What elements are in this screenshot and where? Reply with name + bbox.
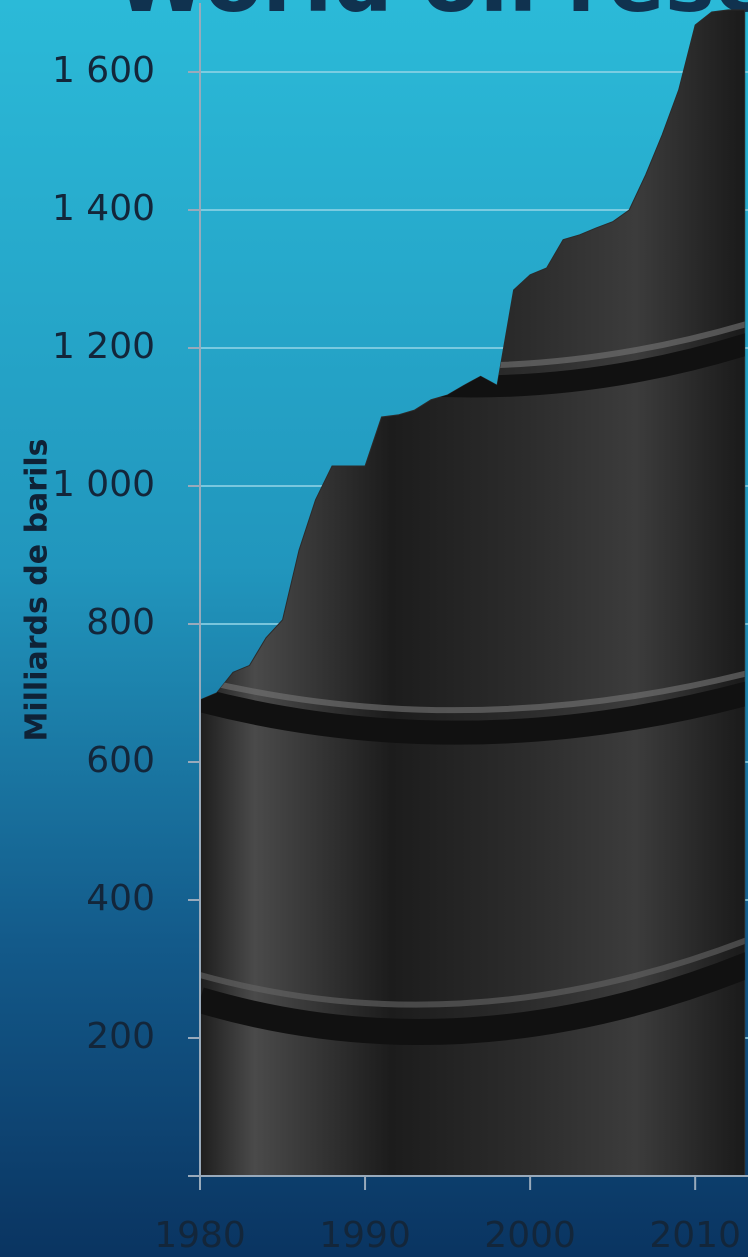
barrel-hoops: [200, 317, 745, 1045]
y-tick-label: 200: [86, 1016, 155, 1057]
area: [199, 9, 746, 1177]
hoop: [200, 947, 745, 1045]
hoop: [200, 678, 745, 745]
y-tick-label: 1 400: [52, 188, 155, 229]
hoop-highlight: [200, 667, 745, 714]
y-tick-label: 600: [86, 740, 155, 781]
hoop: [419, 329, 745, 398]
area-group: [199, 9, 746, 1177]
y-tick-label: 400: [86, 878, 155, 919]
y-axis-label: Milliards de barils: [20, 438, 55, 741]
y-tick-label: 800: [86, 602, 155, 643]
chart-title: World oil reserves: [115, 0, 748, 31]
y-tick-label: 1 000: [52, 464, 155, 505]
y-tick-label: 1 200: [52, 326, 155, 367]
x-tick-label: 1980: [154, 1215, 246, 1256]
axes: 200 400 600 800 1 000 1 200 1 400 1 600 1980 1990…: [52, 3, 748, 1256]
x-tick-label: 2000: [484, 1215, 576, 1256]
x-tick-label: 2010: [649, 1215, 741, 1256]
y-tick-label: 1 600: [52, 50, 155, 91]
hoop-highlight: [200, 932, 745, 1008]
x-tick-label: 1990: [319, 1215, 411, 1256]
